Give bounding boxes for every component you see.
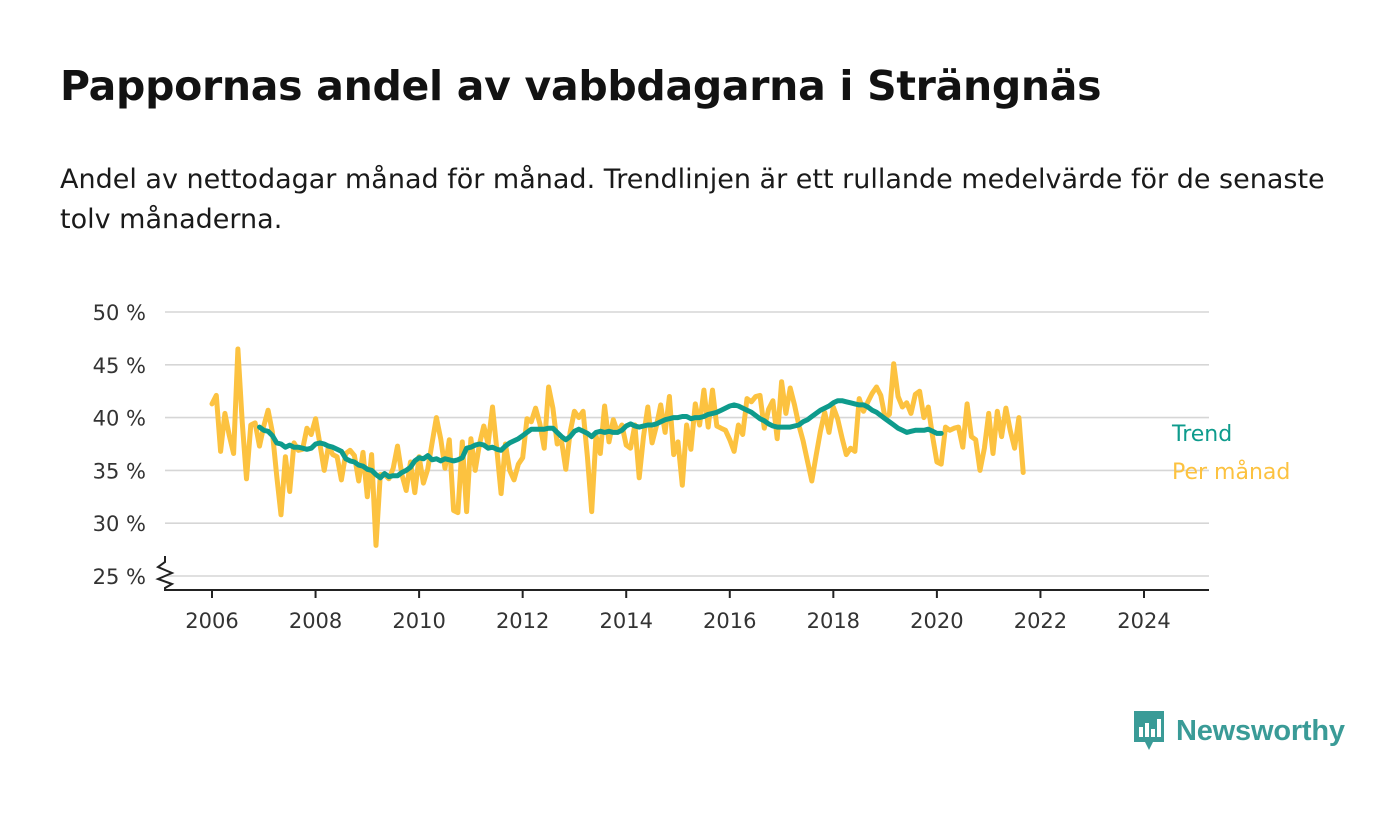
- series-label-monthly: Per månad: [1172, 459, 1290, 485]
- chart-title: Pappornas andel av vabbdagarna i Strängn…: [60, 62, 1102, 110]
- x-tick-label: 2012: [496, 609, 549, 633]
- x-tick-label: 2018: [807, 609, 860, 633]
- y-axis: 25 % 30 % 35 % 40 % 45 % 50 %: [93, 301, 175, 591]
- x-tick-label: 2024: [1117, 609, 1170, 633]
- y-tick-label: 35 %: [93, 459, 146, 483]
- axis-break-icon: [155, 556, 175, 591]
- x-tick-label: 2022: [1014, 609, 1067, 633]
- x-axis: 2006 2008 2010 2012 2014 2016 2018 2020 2022 2024: [165, 589, 1209, 633]
- x-tick-label: 2020: [910, 609, 963, 633]
- newsworthy-logo[interactable]: Newsworthy: [1132, 710, 1345, 752]
- x-tick-label: 2006: [185, 609, 238, 633]
- x-tick-label: 2014: [599, 609, 652, 633]
- series-label-trend: Trend: [1171, 422, 1232, 447]
- brand-name: Newsworthy: [1176, 714, 1345, 747]
- y-tick-label: 45 %: [93, 354, 146, 378]
- series-lines: [209, 346, 1026, 548]
- line-chart: 25 % 30 % 35 % 40 % 45 % 50 % 2006 2008 2010 201…: [93, 301, 1291, 633]
- newsworthy-logo-icon: [1134, 711, 1164, 750]
- x-tick-label: 2010: [392, 609, 445, 633]
- y-tick-label: 25 %: [93, 565, 146, 589]
- x-tick-label: 2008: [289, 609, 342, 633]
- y-tick-label: 30 %: [93, 512, 146, 536]
- y-tick-label: 50 %: [93, 301, 146, 325]
- x-tick-label: 2016: [703, 609, 756, 633]
- series-labels: Trend Per månad: [1171, 422, 1290, 485]
- y-tick-label: 40 %: [93, 407, 146, 431]
- series-line: [257, 398, 944, 481]
- chart-subtitle: Andel av nettodagar månad för månad. Tre…: [60, 164, 1325, 235]
